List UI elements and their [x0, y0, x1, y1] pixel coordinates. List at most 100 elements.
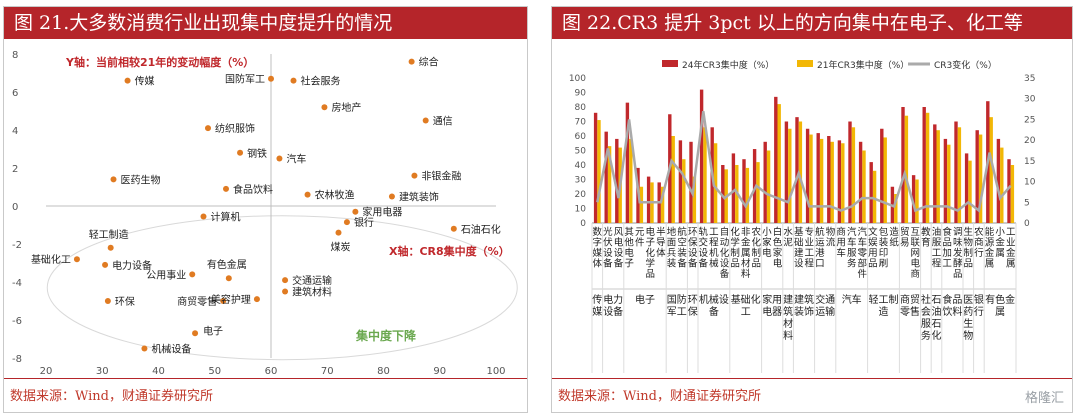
point-label: 美容护理 [211, 293, 251, 306]
bar-cr3-2024 [805, 128, 810, 223]
y-right-tick-label: 20 [1024, 136, 1036, 146]
y-tick-label: 4 [12, 126, 18, 137]
point-label: 纺织服饰 [215, 122, 255, 135]
bar-cr3-2024 [943, 138, 948, 223]
subcategory-label: 文娱用品 [868, 226, 878, 270]
y-tick-label: -8 [12, 354, 22, 365]
point-label: 电力设备 [112, 259, 152, 272]
watermark-logo: 格隆汇 [1024, 391, 1064, 406]
bar-cr3-2021 [682, 159, 686, 223]
y-tick-label: 8 [12, 50, 18, 61]
legend-label: CR3变化（%） [934, 59, 997, 71]
bar-cr3-2021 [1010, 165, 1015, 223]
point-label: 煤炭 [331, 241, 351, 254]
point-label: 交通运输 [292, 274, 332, 287]
subcategory-label: 非金属材料 [741, 226, 751, 280]
scatter-point [422, 117, 429, 124]
group-label: 电子 [635, 293, 655, 306]
bar-cr3-2021 [1000, 147, 1004, 223]
y-left-tick-label: 30 [575, 176, 587, 186]
y-left-tick-label: 70 [575, 118, 587, 128]
scatter-point [388, 193, 395, 200]
legend-label: 24年CR3集中度（%） [682, 59, 774, 71]
x-tick-label: 100 [486, 366, 505, 377]
subcategory-label: 小家电 [762, 227, 772, 259]
subcategory-label: 生物制品 [964, 226, 974, 270]
subcategory-label: 物流 [826, 226, 836, 249]
bar-cr3-2024 [933, 124, 937, 223]
scatter-point [189, 271, 196, 278]
bar-cr3-2024 [901, 107, 905, 223]
bar-cr3-2024 [774, 96, 778, 223]
bar-cr3-2024 [816, 133, 820, 223]
bar-cr3-2021 [947, 144, 951, 223]
group-label: 机械设备 [699, 293, 729, 318]
y-left-tick-label: 20 [575, 190, 587, 200]
subcategory-label: 自动化设备 [720, 226, 730, 280]
y-left-tick-label: 80 [575, 103, 587, 113]
bar-cr3-2024 [880, 128, 884, 223]
point-label: 社会服务 [301, 75, 341, 88]
group-label: 轻工制造 [869, 293, 899, 318]
x-tick-label: 50 [208, 366, 221, 377]
subcategory-label: 风电设备 [614, 227, 624, 270]
legend-swatch [797, 60, 813, 67]
bar-cr3-2021 [830, 141, 834, 223]
subcategory-label: 农化制品 [752, 226, 762, 270]
bar-cr3-2021 [766, 150, 771, 223]
group-label: 建筑材料 [783, 293, 793, 342]
left-divider [4, 378, 527, 379]
bar-cr3-2024 [837, 140, 842, 223]
x-tick-label: 70 [321, 366, 334, 377]
point-label: 医药生物 [121, 173, 161, 186]
right-chart-panel: 图 22.CR3 提升 3pct 以上的方向集中在电子、化工等 24年CR3集中… [551, 6, 1073, 413]
bar-cr3-2021 [639, 186, 644, 223]
bar-cr3-2021 [915, 179, 919, 223]
bar-cr3-2021 [629, 138, 633, 223]
bar-line-chart: 24年CR3集中度（%） 21年CR3集中度（%） CR3变化（%） 0 10 20 30 4… [569, 59, 1036, 373]
bar-cr3-2024 [699, 89, 704, 223]
scatter-point [411, 172, 418, 179]
group-label: 环保 [688, 295, 698, 318]
y-tick-label: 2 [12, 164, 18, 175]
scatter-point [290, 77, 297, 84]
bar-cr3-2021 [660, 186, 665, 223]
right-title-bar: 图 22.CR3 提升 3pct 以上的方向集中在电子、化工等 [552, 7, 1072, 39]
subcategory-label: 食品加工 [942, 226, 952, 270]
y-axis-label: Y轴：当前相较21年的变动幅度（%） [65, 55, 254, 69]
bar-cr3-2024 [625, 102, 630, 223]
group-label: 社会服务 [921, 293, 931, 342]
scatter-point [110, 176, 117, 183]
subcategory-label: 小金属 [995, 227, 1005, 259]
scatter-point [73, 256, 80, 263]
left-chart-title: 图 21.大多数消费行业出现集中度提升的情况 [14, 12, 393, 34]
y-right-tick-label: 30 [1024, 95, 1036, 105]
point-label: 食品饮料 [233, 183, 273, 196]
subcategory-label: 油服工程 [932, 226, 942, 270]
y-left-tick-label: 10 [575, 205, 587, 215]
subcategory-label: 农商行 [974, 226, 984, 259]
bar-cr3-2021 [872, 170, 877, 223]
right-divider [552, 378, 1072, 379]
bar-cr3-2021 [957, 127, 962, 223]
bar-cr3-2021 [936, 130, 940, 223]
point-label: 通信 [433, 116, 453, 128]
scatter-point [220, 298, 227, 304]
bar-cr3-2021 [925, 112, 930, 223]
bar-cr3-2024 [763, 141, 767, 223]
point-label: 传媒 [135, 76, 155, 88]
legend-label: 21年CR3集中度（%） [817, 59, 909, 71]
cr3-change-line [596, 110, 1012, 213]
right-chart-title: 图 22.CR3 提升 3pct 以上的方向集中在电子、化工等 [562, 12, 1023, 34]
bar-cr3-2021 [671, 136, 675, 223]
group-label: 交通运输 [815, 293, 835, 318]
annotation-label: 集中度下降 [355, 328, 417, 343]
point-label: 钢铁 [247, 147, 267, 160]
bar-cr3-2024 [827, 136, 831, 223]
bar-cr3-2024 [1007, 159, 1011, 223]
bar-cr3-2024 [784, 121, 789, 223]
legend-swatch [662, 60, 678, 67]
bar-cr3-2024 [742, 159, 746, 223]
scatter-point [450, 225, 457, 232]
bar-cr3-2021 [692, 176, 697, 223]
